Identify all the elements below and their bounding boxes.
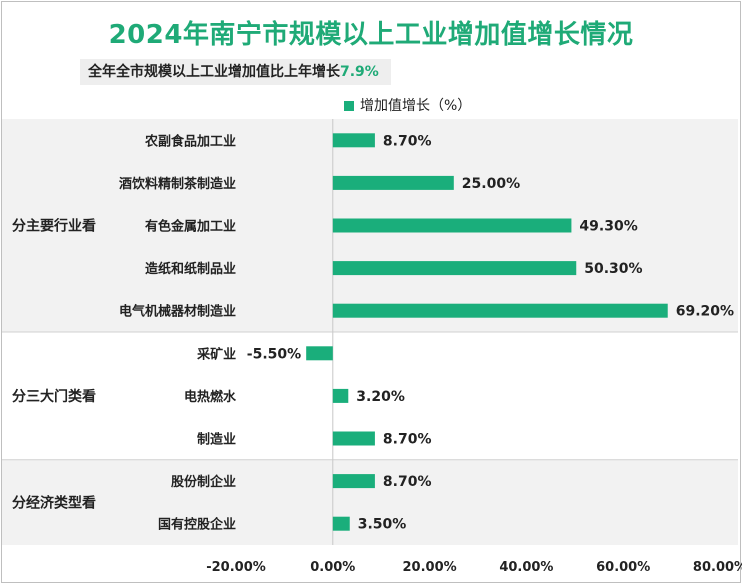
chart-legend: 增加值增长（%） <box>344 95 471 115</box>
data-label: 8.70% <box>383 133 432 149</box>
category-label: 酒饮料精制茶制造业 <box>119 176 236 192</box>
category-label: 股份制企业 <box>171 474 236 490</box>
data-label: -5.50% <box>247 346 301 362</box>
data-label: 50.30% <box>584 261 642 277</box>
category-label: 制造业 <box>197 432 236 448</box>
bar <box>332 133 375 148</box>
category-label: 采矿业 <box>196 346 236 362</box>
data-label: 8.70% <box>383 474 432 490</box>
group-label: 分主要行业看 <box>12 218 96 235</box>
x-tick-label: 20.00% <box>403 560 457 575</box>
group-label: 分三大门类看 <box>12 388 96 405</box>
x-tick-label: 0.00% <box>310 560 355 575</box>
category-label: 电气机械器材制造业 <box>119 304 236 320</box>
x-tick-label: 60.00% <box>596 560 650 575</box>
legend-label: 增加值增长（%） <box>360 98 472 114</box>
chart-subtitle: 全年全市规模以上工业增加值比上年增长7.9% <box>80 59 391 85</box>
x-tick-label: 80.00% <box>693 560 742 575</box>
data-label: 49.30% <box>579 219 637 235</box>
category-label: 国有控股企业 <box>158 517 236 533</box>
bar <box>332 388 349 403</box>
x-tick-label: -20.00% <box>206 560 266 575</box>
data-label: 3.50% <box>358 517 407 533</box>
bar <box>332 218 572 233</box>
subtitle-value: 7.9% <box>340 64 379 80</box>
category-label: 电热燃水 <box>184 389 237 405</box>
bar <box>332 175 454 190</box>
data-label: 3.20% <box>356 389 405 405</box>
data-label: 69.20% <box>676 304 734 320</box>
bar <box>332 261 577 276</box>
category-label: 农副食品加工业 <box>144 133 236 149</box>
bar <box>332 516 350 531</box>
data-label: 8.70% <box>383 432 432 448</box>
chart-title: 2024年南宁市规模以上工业增加值增长情况 <box>108 20 634 50</box>
x-tick-label: 40.00% <box>499 560 553 575</box>
bar <box>332 474 375 489</box>
subtitle-text: 全年全市规模以上工业增加值比上年增长 <box>88 64 340 80</box>
group-band <box>2 459 738 545</box>
category-label: 造纸和纸制品业 <box>145 261 236 277</box>
data-label: 25.00% <box>462 176 520 192</box>
category-label: 有色金属加工业 <box>145 219 236 235</box>
legend-swatch <box>344 101 354 111</box>
bar <box>332 431 375 446</box>
bar <box>306 346 333 361</box>
group-label: 分经济类型看 <box>12 494 96 511</box>
bar <box>332 303 668 318</box>
